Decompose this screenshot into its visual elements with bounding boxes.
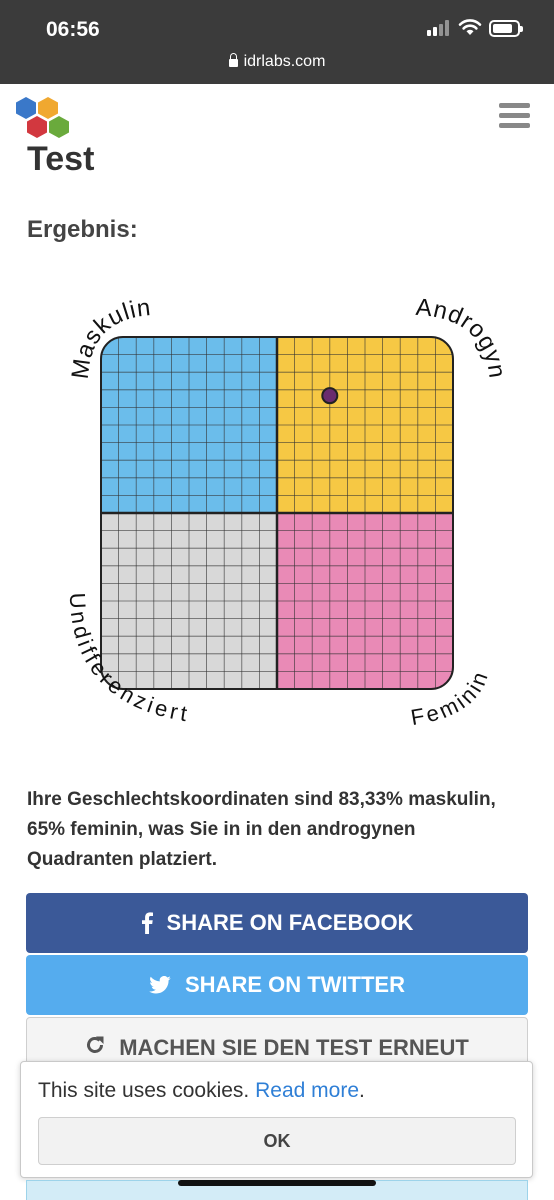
- page-title: Test: [27, 140, 95, 178]
- refresh-icon: [85, 1035, 105, 1055]
- idrlabs-logo[interactable]: [12, 95, 76, 148]
- share-twitter-label: SHARE ON TWITTER: [185, 972, 405, 997]
- share-facebook-label: SHARE ON FACEBOOK: [166, 910, 414, 935]
- battery-icon: [489, 20, 523, 37]
- retake-test-label: MACHEN SIE DEN TEST ERNEUT: [119, 1035, 469, 1060]
- share-facebook-button[interactable]: SHARE ON FACEBOOK: [26, 893, 528, 953]
- twitter-icon: [149, 976, 171, 994]
- home-indicator: [178, 1180, 376, 1186]
- result-marker: [321, 387, 339, 405]
- signal-icon: [427, 20, 451, 36]
- address-bar[interactable]: idrlabs.com: [0, 53, 554, 71]
- read-more-link[interactable]: Read more: [255, 1079, 359, 1102]
- result-description: Ihre Geschlechtskoordinaten sind 83,33% …: [27, 789, 496, 870]
- gender-quadrant-chart: Maskulin Androgyn Undifferenziert Femini…: [50, 285, 510, 750]
- cookie-ok-button[interactable]: OK: [38, 1117, 516, 1165]
- wifi-icon: [458, 18, 482, 41]
- hamburger-menu-icon[interactable]: [499, 103, 530, 129]
- status-time: 06:56: [46, 18, 100, 41]
- cookie-message: This site uses cookies. Read more.: [38, 1079, 365, 1102]
- cookie-banner: This site uses cookies. Read more. OK: [20, 1061, 533, 1178]
- url-text: idrlabs.com: [243, 53, 326, 70]
- facebook-icon: [141, 912, 153, 934]
- lock-icon: [228, 53, 238, 67]
- status-bar: 06:56 idrlabs.com: [0, 0, 554, 84]
- share-twitter-button[interactable]: SHARE ON TWITTER: [26, 955, 528, 1015]
- result-heading: Ergebnis:: [27, 216, 138, 243]
